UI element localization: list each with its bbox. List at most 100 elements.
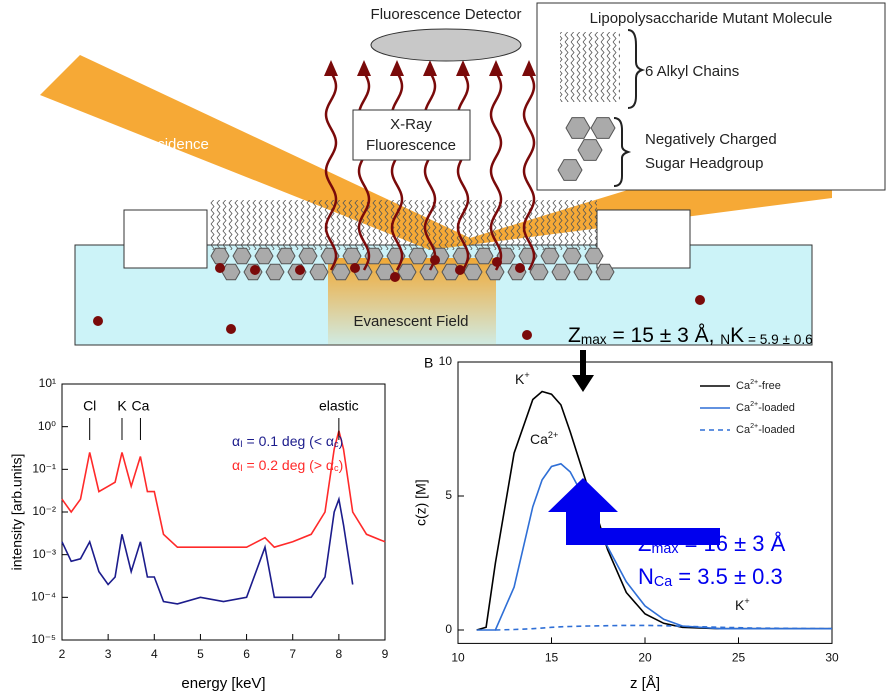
text-part: = 16 ± 3 Å <box>678 531 785 556</box>
hexagon <box>397 263 417 281</box>
hexagon <box>529 263 549 281</box>
hexagon <box>309 263 329 281</box>
series-line <box>61 496 354 605</box>
y-tick-label: 10⁻² <box>32 504 56 518</box>
y-tick-label: 10 <box>439 354 453 368</box>
text-part: 2+ <box>750 378 758 386</box>
x-tick-label: 15 <box>545 651 559 665</box>
hexagon <box>573 263 593 281</box>
text-part: -loaded <box>758 402 795 414</box>
x-tick-label: 2 <box>59 647 66 661</box>
text-part: Ca <box>736 424 751 436</box>
hexagon <box>562 247 582 265</box>
text-part: = 3.5 ± 0.3 <box>672 564 783 589</box>
text-part: 2+ <box>750 422 758 430</box>
series-line <box>495 624 833 631</box>
x-tick-label: 7 <box>289 647 296 661</box>
hexagon <box>551 263 571 281</box>
x-tick-label: 10 <box>451 651 465 665</box>
text-part: = 0.2 deg (> α <box>243 457 334 473</box>
hexagon <box>577 139 603 161</box>
ion <box>455 265 465 275</box>
ion <box>93 316 103 326</box>
ion <box>295 265 305 275</box>
label: Fluorescence Detector <box>371 6 522 23</box>
text-part: Z <box>638 531 651 556</box>
x-tick-label: 8 <box>336 647 343 661</box>
text-part: K <box>730 324 744 347</box>
hexagon <box>375 263 395 281</box>
text-part: Ca <box>530 431 548 447</box>
y-tick-label: 0 <box>445 622 452 636</box>
rich-text: Zmax = 16 ± 3 Å <box>638 531 786 557</box>
y-axis-label: c(z) [M] <box>413 479 429 526</box>
x-tick-label: 6 <box>243 647 250 661</box>
rich-text: NCa = 3.5 ± 0.3 <box>638 564 783 590</box>
wave <box>489 71 503 271</box>
hexagon <box>565 117 591 139</box>
text-part: Ca <box>654 574 672 590</box>
x-tick-label: 30 <box>825 651 839 665</box>
x-tick-label: 9 <box>382 647 389 661</box>
x-tick-label: 4 <box>151 647 158 661</box>
hexagon <box>584 247 604 265</box>
wave <box>423 71 437 271</box>
brace <box>613 117 632 187</box>
hexagon <box>540 247 560 265</box>
text-part: K <box>515 371 525 387</box>
text-part: -free <box>758 380 781 392</box>
spectrum-chart: 2 3 4 5 6 7 8 9 10⁻⁵ 10⁻⁴ 10⁻³ 10⁻² 10⁻¹ 10⁰ 10¹ energy… <box>9 376 389 692</box>
label: Sugar Headgroup <box>645 155 763 172</box>
rich-text: Ca2+ <box>530 430 558 447</box>
arrowhead <box>423 60 437 76</box>
rich-text: αI = 0.2 deg (> αc) <box>232 457 343 473</box>
text-part: 2+ <box>750 400 758 408</box>
ion <box>522 330 532 340</box>
rich-text: Ca2+-loaded <box>736 422 795 436</box>
text-part: I <box>240 439 243 449</box>
barrier <box>123 209 208 269</box>
headgroups <box>93 247 705 340</box>
rich-text: Zmax = 15 ± 3 Å, NK = 5.9 ± 0.6 <box>568 324 813 347</box>
rich-text: Ca2+-free <box>736 378 781 392</box>
x-axis-label: energy [keV] <box>181 675 265 692</box>
rich-text: αI = 0.1 deg (< αc) <box>232 433 343 449</box>
ion <box>390 272 400 282</box>
text-part: + <box>524 370 529 380</box>
label: Fluorescence <box>366 137 456 154</box>
label: X-Ray <box>390 116 432 133</box>
inset-chains <box>560 32 620 102</box>
hexagon <box>210 247 230 265</box>
x-axis-label: z [Å] <box>630 675 660 692</box>
arrowhead <box>522 60 536 76</box>
ion <box>350 263 360 273</box>
detector <box>370 28 522 62</box>
text-part: max <box>651 541 678 557</box>
label: Evanescent Field <box>353 313 468 330</box>
hexagon <box>557 159 583 181</box>
peak-label: Ca <box>131 398 149 414</box>
diagram: Fluorescence Detector X-Ray Fluorescence… <box>40 2 886 346</box>
y-tick-label: 5 <box>445 488 452 502</box>
text-part: 2+ <box>548 430 558 440</box>
barrier <box>596 209 691 269</box>
peak-label: Cl <box>83 398 96 414</box>
hexagon <box>298 247 318 265</box>
panel-label: B <box>424 355 433 371</box>
rich-text: K+ <box>515 370 530 387</box>
y-axis-label: intensity [arb.units] <box>9 454 25 571</box>
arrowhead <box>357 60 371 76</box>
peak-label: elastic <box>319 398 359 414</box>
text-part: α <box>232 433 240 449</box>
hexagon <box>265 263 285 281</box>
x-tick-label: 20 <box>638 651 652 665</box>
text-part: ) <box>339 433 344 449</box>
x-tick-label: 5 <box>197 647 204 661</box>
arrow <box>572 350 594 392</box>
rich-text: Ca2+-loaded <box>736 400 795 414</box>
hexagon <box>276 247 296 265</box>
hexagon <box>254 247 274 265</box>
arrowhead <box>456 60 470 76</box>
